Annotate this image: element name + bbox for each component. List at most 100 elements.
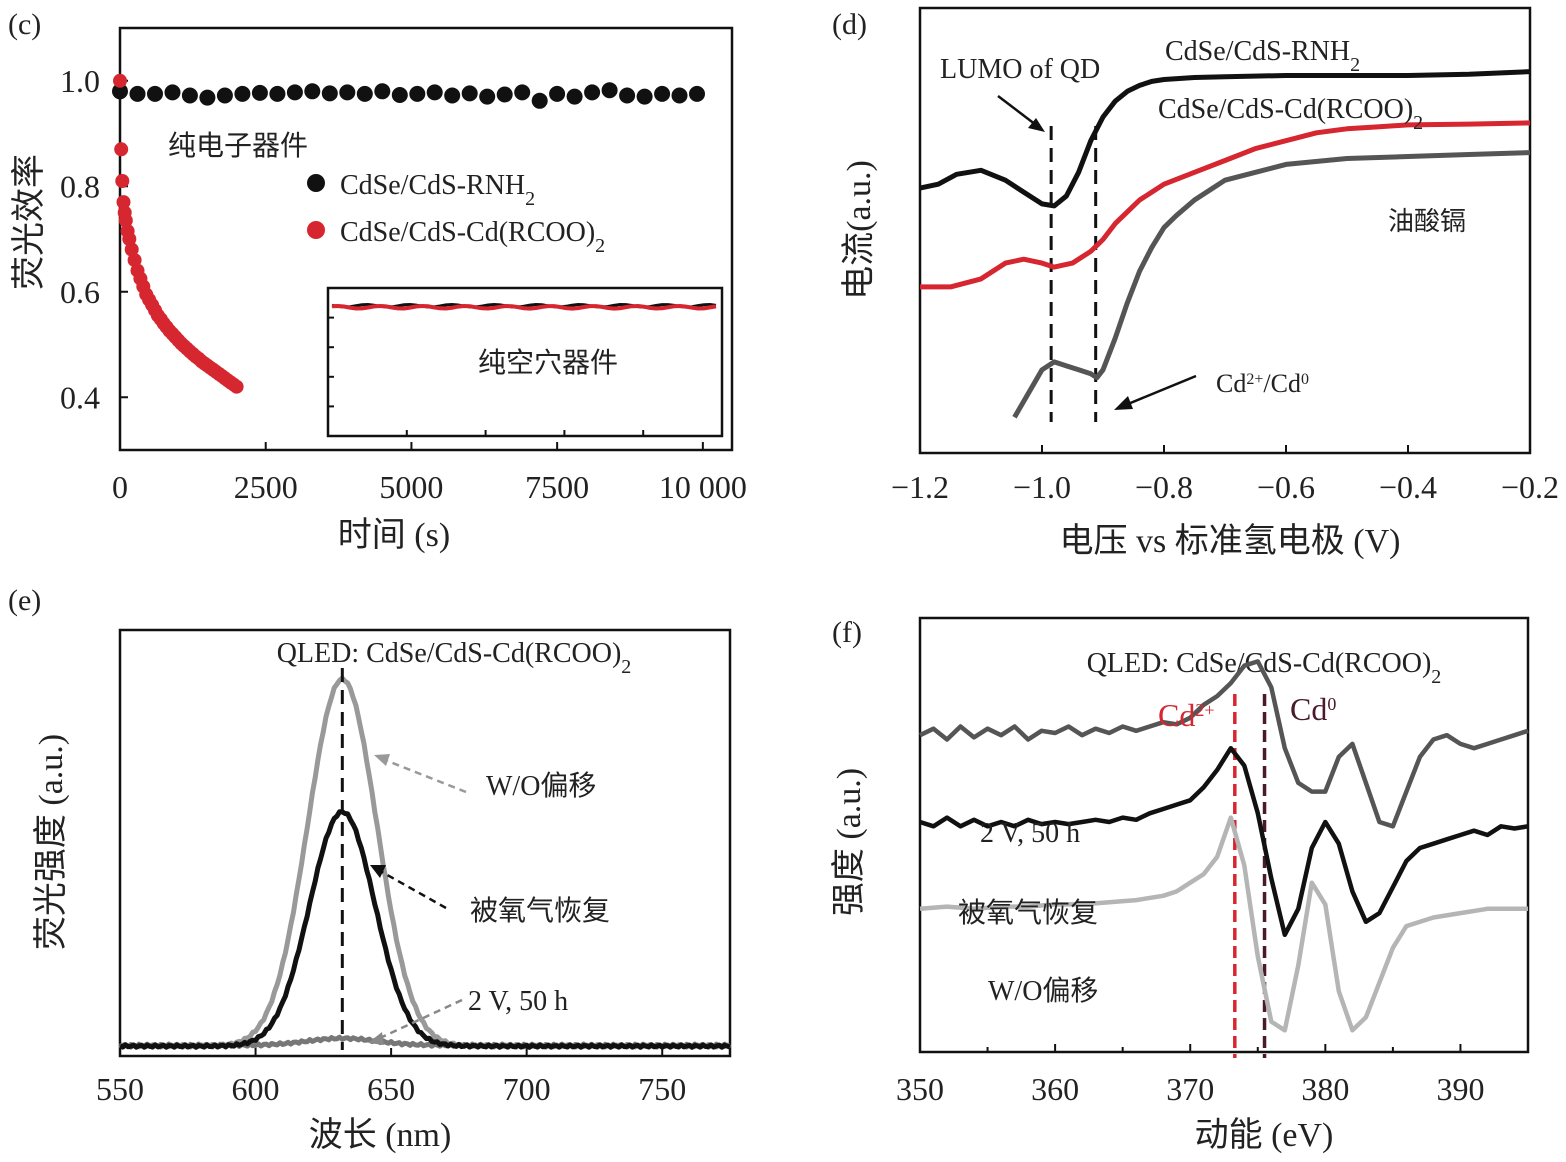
x-ticks-f: 350 360 370 380 390 <box>896 1044 1484 1107</box>
data-point <box>124 242 139 257</box>
x-tick-label: 750 <box>638 1071 686 1107</box>
data-point <box>129 85 146 102</box>
data-point <box>115 174 130 188</box>
legend-marker-rnh2 <box>307 174 325 192</box>
reference-lines-f <box>1233 694 1267 1058</box>
x-axis-label-d: 电压 vs 标准氢电极 (V) <box>1060 522 1401 560</box>
x-tick-label: 7500 <box>525 469 589 505</box>
x-axis-label-f: 动能 (eV) <box>1195 1116 1334 1154</box>
inset-frame <box>326 286 724 438</box>
legend-label-rnh2: CdSe/CdS-RNH2 <box>340 170 535 210</box>
arrow-wo-bias-e <box>384 758 467 794</box>
title-e: QLED: CdSe/CdS-Cd(RCOO)2 <box>277 638 632 678</box>
label-cd2plus: Cd2+ <box>1158 697 1215 733</box>
y-axis-label-f: 强度 (a.u.) <box>830 768 868 916</box>
label-series-2v50h-f: 2 V, 50 h <box>980 818 1080 849</box>
panel-d: (d) −1.2 −1.0 −0.8 −0.6 −0.4 −0.2 电压 vs 标准氢电极… <box>832 6 1559 560</box>
data-point <box>601 82 618 99</box>
label-series-cadmium-oleate: 油酸镉 <box>1388 207 1466 236</box>
data-point <box>671 87 688 104</box>
x-tick-label: −0.6 <box>1257 469 1315 505</box>
x-axis-label-c: 时间 (s) <box>338 517 450 554</box>
series-line <box>118 675 732 1050</box>
series-line <box>119 809 731 1050</box>
plot-frame-e <box>118 628 732 1058</box>
label-cd0: Cd0 <box>1290 691 1336 727</box>
series-line <box>919 659 1529 829</box>
panel-label-f: (f) <box>832 616 862 649</box>
data-point <box>496 86 513 103</box>
x-ticks-d: −1.2 −1.0 −0.8 −0.6 −0.4 −0.2 <box>891 445 1559 505</box>
label-series-rnh2-d: CdSe/CdS-RNH2 <box>1165 36 1360 76</box>
x-tick-label: 390 <box>1436 1071 1484 1107</box>
panel-label-d: (d) <box>832 8 867 41</box>
panel-label-c: (c) <box>8 8 41 41</box>
data-point <box>164 84 181 101</box>
y-axis-label-c: 荧光效率 <box>10 154 48 290</box>
label-series-2v50h-e: 2 V, 50 h <box>468 986 568 1017</box>
arrowhead-oxygen-recovered-e <box>370 865 386 878</box>
inset-line <box>331 303 717 311</box>
data-point <box>321 85 338 102</box>
data-point <box>127 253 142 268</box>
legend-marker-cdrcoo <box>307 221 325 239</box>
data-point <box>234 85 251 102</box>
arrow-cd-redox <box>1127 374 1197 406</box>
data-lines-f <box>919 659 1529 1033</box>
data-point <box>636 88 653 105</box>
inset-hole-only: 纯空穴器件 <box>326 286 724 438</box>
data-point <box>118 213 133 228</box>
data-points-c <box>112 73 705 394</box>
data-point <box>566 88 583 105</box>
label-series-oxygen-recovered-e: 被氧气恢复 <box>470 895 610 927</box>
data-point <box>409 85 426 102</box>
data-point <box>514 84 531 101</box>
x-tick-label: 5000 <box>379 469 443 505</box>
data-point <box>426 84 443 101</box>
x-tick-label: 380 <box>1301 1071 1349 1107</box>
data-point <box>122 232 137 246</box>
inset-ticks <box>328 316 645 436</box>
data-point <box>391 87 408 103</box>
data-lines-e <box>118 675 732 1050</box>
data-point <box>479 88 496 105</box>
series-line <box>919 745 1529 938</box>
data-point <box>374 83 391 100</box>
series-line <box>919 69 1531 209</box>
data-point <box>147 85 163 102</box>
x-tick-label: 2500 <box>234 469 298 505</box>
data-point <box>689 85 705 102</box>
data-point <box>181 87 198 104</box>
x-ticks-e: 550 600 650 700 750 <box>96 1048 686 1107</box>
y-axis-label-e: 荧光强度 (a.u.) <box>32 734 70 950</box>
data-point <box>229 379 244 394</box>
label-series-cdrcoo-d: CdSe/CdS-Cd(RCOO)2 <box>1158 94 1423 134</box>
label-series-oxygen-recovered-f: 被氧气恢复 <box>958 897 1098 929</box>
data-point <box>531 92 548 109</box>
label-series-wo-bias-e: W/O偏移 <box>486 770 596 802</box>
arrowhead-wo-bias-e <box>374 754 390 766</box>
x-axis-label-e: 波长 (nm) <box>309 1116 452 1154</box>
title-f: QLED: CdSe/CdS-Cd(RCOO)2 <box>1087 648 1442 688</box>
x-tick-label: 10 000 <box>659 469 747 505</box>
y-ticks-c: 0.4 0.6 0.8 1.0 <box>60 63 128 415</box>
arrow-oxygen-recovered-e <box>381 870 447 910</box>
arrow-2v50h-e <box>379 998 463 1040</box>
x-tick-label: 600 <box>232 1071 280 1107</box>
inset-lines <box>331 302 717 311</box>
data-point <box>251 84 268 101</box>
x-tick-label: 0 <box>112 469 128 505</box>
x-tick-label: −1.0 <box>1013 469 1071 505</box>
series-line <box>1012 150 1531 419</box>
x-tick-label: 650 <box>367 1071 415 1107</box>
x-tick-label: −0.2 <box>1501 469 1559 505</box>
y-tick-label: 0.4 <box>60 379 100 415</box>
data-point <box>269 85 286 102</box>
panel-f: (f) 350 360 370 380 390 动能 (eV) 强度 (a.u.) QL… <box>830 616 1530 1154</box>
data-point <box>216 87 233 104</box>
data-point <box>304 83 321 100</box>
x-tick-label: 360 <box>1031 1071 1079 1107</box>
data-point <box>116 195 131 210</box>
series-line <box>919 815 1528 1033</box>
